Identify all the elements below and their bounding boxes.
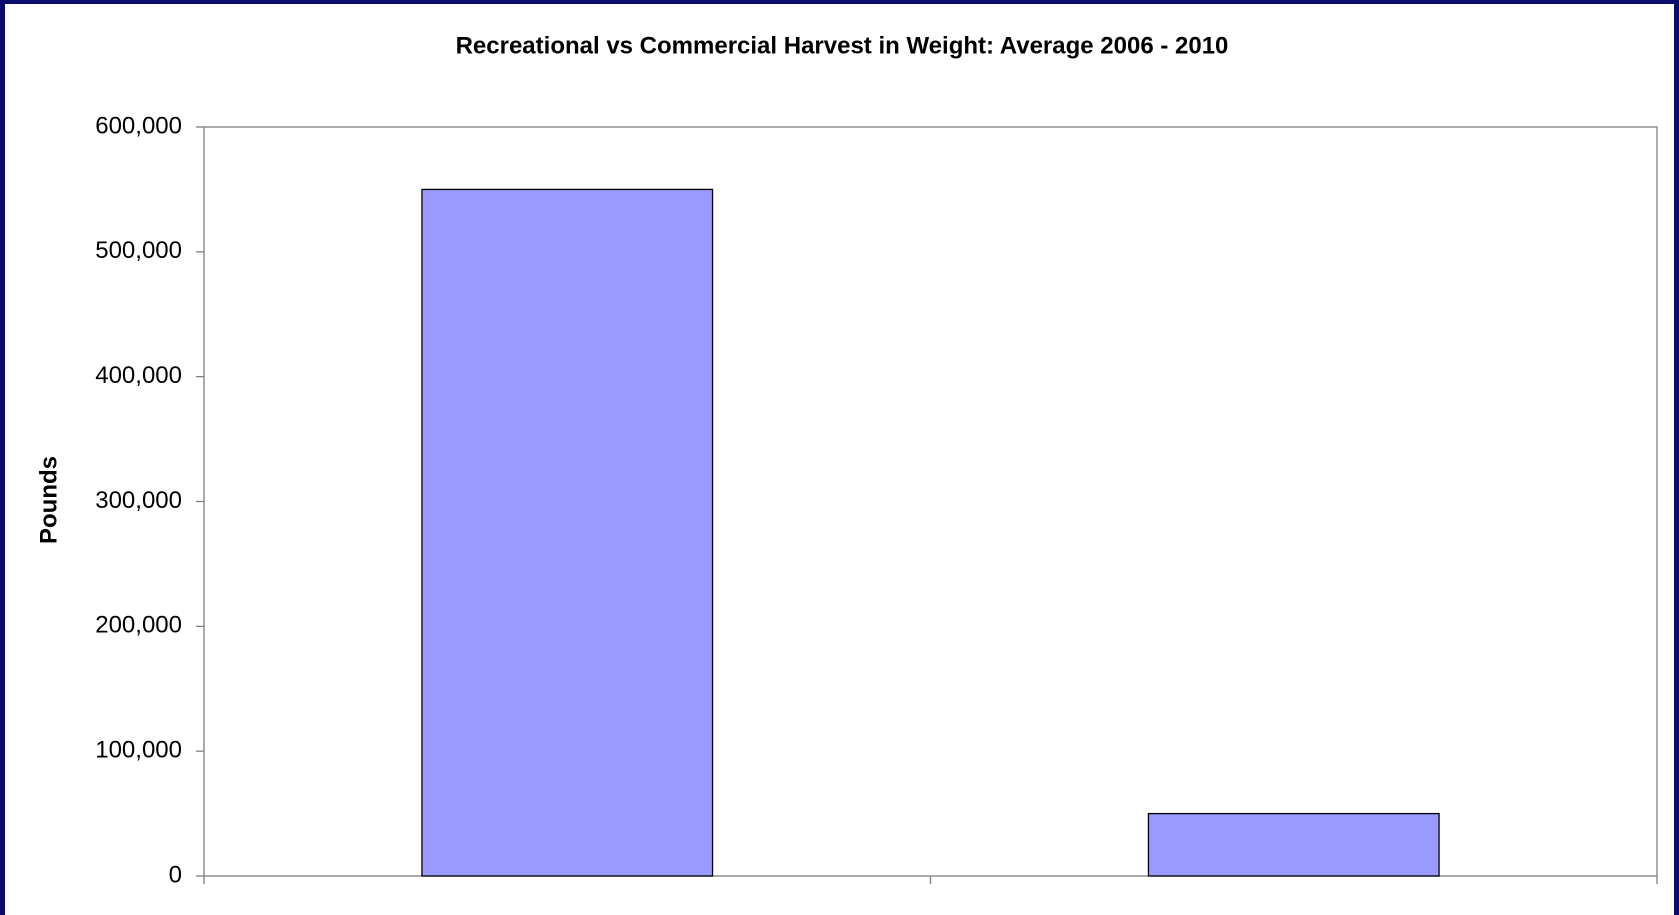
chart-title: Recreational vs Commercial Harvest in We… [456,32,1229,59]
y-axis-label: Pounds [35,456,62,544]
y-tick-label: 0 [169,861,182,888]
y-tick-label: 300,000 [95,487,182,514]
bar [1147,812,1440,877]
y-tick-label: 400,000 [95,362,182,389]
y-tick-label: 200,000 [95,612,182,639]
chart-area [5,4,1674,915]
y-tick-label: 500,000 [95,237,182,264]
y-tick-label: 600,000 [95,112,182,139]
bar [421,188,714,877]
y-tick-label: 100,000 [95,737,182,764]
